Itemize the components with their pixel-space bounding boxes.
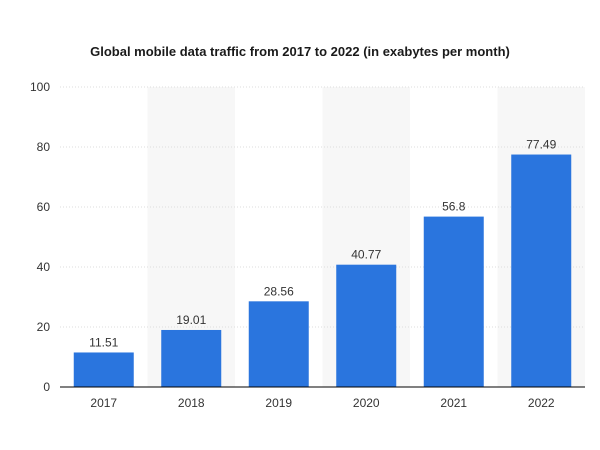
y-tick-label: 0 bbox=[43, 380, 50, 394]
bar bbox=[161, 329, 222, 387]
x-tick-label: 2018 bbox=[178, 396, 205, 410]
x-tick-label: 2019 bbox=[265, 396, 292, 410]
bar-value-label: 56.8 bbox=[442, 200, 466, 214]
y-tick-label: 20 bbox=[37, 320, 51, 334]
bar-value-label: 11.51 bbox=[89, 335, 118, 349]
bar-value-label: 77.49 bbox=[526, 138, 556, 152]
x-tick-label: 2020 bbox=[353, 396, 380, 410]
bar bbox=[423, 216, 484, 387]
x-tick-label: 2017 bbox=[90, 396, 117, 410]
bar-value-label: 40.77 bbox=[351, 248, 381, 262]
bar bbox=[336, 264, 397, 387]
y-tick-label: 100 bbox=[30, 80, 50, 94]
bar bbox=[248, 301, 309, 387]
x-tick-label: 2022 bbox=[528, 396, 555, 410]
x-tick-label: 2021 bbox=[440, 396, 467, 410]
y-tick-label: 60 bbox=[37, 200, 51, 214]
y-tick-label: 80 bbox=[37, 140, 51, 154]
chart-title: Global mobile data traffic from 2017 to … bbox=[90, 44, 510, 59]
bar-value-label: 28.56 bbox=[264, 284, 294, 298]
y-tick-label: 40 bbox=[37, 260, 51, 274]
bar-value-label: 19.01 bbox=[176, 313, 206, 327]
bar bbox=[73, 352, 134, 387]
bar bbox=[511, 154, 572, 387]
